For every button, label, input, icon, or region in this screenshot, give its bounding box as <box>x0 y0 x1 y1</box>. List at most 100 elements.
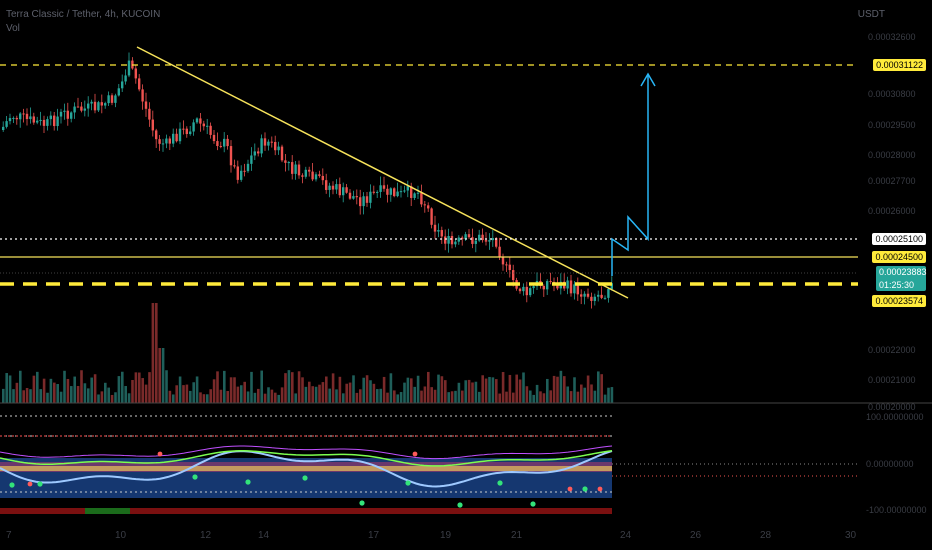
osc-axis-tick: -100.00000000 <box>866 505 927 515</box>
candle-body <box>314 174 318 180</box>
candlestick-series <box>2 52 613 309</box>
candle-body <box>386 188 389 195</box>
volume-bar <box>437 374 440 403</box>
candle-body <box>450 236 454 245</box>
candle-body <box>491 238 494 241</box>
volume-bar <box>182 385 185 403</box>
volume-bar <box>83 383 87 403</box>
volume-bar <box>100 391 104 403</box>
projection-path <box>611 75 649 276</box>
candle-body <box>304 169 307 177</box>
time-axis-tick: 26 <box>690 530 702 541</box>
candle-body <box>25 113 29 120</box>
candle-body <box>59 111 63 117</box>
volume-bar <box>15 382 19 403</box>
osc-signal-dot <box>192 474 198 480</box>
price-axis-tick: 0.00022000 <box>868 345 916 355</box>
candle-body <box>8 118 12 122</box>
oscillator-axis: 100.00000000 0.00000000 -100.00000000 <box>866 412 927 515</box>
candle-body <box>240 170 243 180</box>
candle-body <box>379 185 382 192</box>
volume-bar <box>569 391 573 403</box>
volume-bar <box>127 393 131 403</box>
price-axis[interactable]: 0.00032600 0.00030800 0.00029500 0.00028000… <box>868 32 916 412</box>
volume-bar <box>321 382 325 403</box>
candle-body <box>600 294 603 298</box>
candle-body <box>100 102 103 106</box>
volume-bar <box>308 381 311 403</box>
volume-bar <box>413 386 416 403</box>
candle-body <box>138 78 141 90</box>
symbol-title[interactable]: Terra Classic / Tether, 4h, KUCOIN <box>6 9 161 20</box>
volume-bar <box>141 378 144 403</box>
candle-body <box>209 125 212 135</box>
candle-body <box>335 184 338 190</box>
candle-body <box>168 138 171 144</box>
osc-signal-dot <box>27 481 33 487</box>
volume-bars <box>2 303 614 403</box>
candle-body <box>22 113 25 115</box>
time-axis[interactable]: 7 10 12 14 17 19 21 24 26 28 30 <box>6 530 857 541</box>
candle-body <box>416 192 420 194</box>
volume-bar <box>202 394 206 403</box>
candle-body <box>287 162 290 164</box>
osc-band-yellow <box>0 466 612 471</box>
time-axis-tick: 17 <box>368 530 380 541</box>
volume-bar <box>93 374 97 403</box>
volume-bar <box>270 389 274 403</box>
candle-body <box>549 281 552 283</box>
candle-body <box>529 288 532 296</box>
volume-bar <box>107 387 110 403</box>
candle-body <box>161 143 165 145</box>
candle-body <box>199 118 202 124</box>
osc-signal-dot <box>245 479 251 485</box>
volume-bar <box>59 391 63 403</box>
candle-body <box>512 270 515 281</box>
candle-body <box>576 284 579 295</box>
current-price-value: 0.00023883 <box>879 267 927 277</box>
volume-bar <box>5 373 8 403</box>
candle-body <box>202 123 205 127</box>
osc-signal-dot <box>567 486 573 492</box>
candle-body <box>263 138 267 146</box>
volume-bar <box>525 386 529 403</box>
volume-bar <box>376 389 379 403</box>
volume-bar <box>556 376 559 403</box>
candle-body <box>331 185 335 190</box>
volume-bar <box>284 373 287 403</box>
volume-label: Vol <box>6 23 20 34</box>
volume-bar <box>461 390 464 403</box>
volume-bar <box>522 372 525 403</box>
volume-bar <box>178 376 182 403</box>
volume-bar <box>29 389 32 403</box>
candle-body <box>301 175 304 177</box>
candle-body <box>97 102 100 111</box>
candle-body <box>87 103 90 109</box>
candle-body <box>498 246 501 257</box>
candle-body <box>36 120 39 123</box>
candle-body <box>144 101 148 109</box>
candle-body <box>437 230 440 232</box>
candle-body <box>172 133 175 144</box>
volume-bar <box>382 376 386 403</box>
candle-body <box>19 113 22 120</box>
candle-body <box>348 192 352 199</box>
osc-wave <box>0 449 613 467</box>
volume-bar <box>345 383 348 403</box>
volume-bar <box>236 386 240 403</box>
osc-signal-dot <box>530 501 536 507</box>
osc-wave <box>0 450 613 488</box>
volume-bar <box>134 372 138 403</box>
volume-bar <box>209 389 212 403</box>
volume-bar <box>185 384 189 403</box>
candle-body <box>430 208 433 225</box>
volume-bar <box>348 382 352 403</box>
volume-bar <box>121 371 124 403</box>
volume-bar <box>491 377 495 403</box>
candle-body <box>151 119 154 131</box>
candle-body <box>53 115 56 127</box>
candle-body <box>206 125 209 127</box>
volume-bar <box>267 387 270 403</box>
volume-bar <box>53 382 56 403</box>
